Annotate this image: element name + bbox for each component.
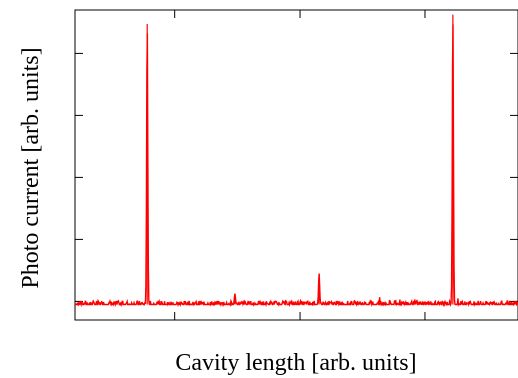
series-line <box>75 24 518 308</box>
plot-frame <box>74 9 518 321</box>
y-axis-label: Photo current [arb. units] <box>18 47 44 288</box>
axis-ticks <box>75 10 518 320</box>
x-axis-label: Cavity length [arb. units] <box>175 350 416 376</box>
series-layer <box>75 14 518 308</box>
